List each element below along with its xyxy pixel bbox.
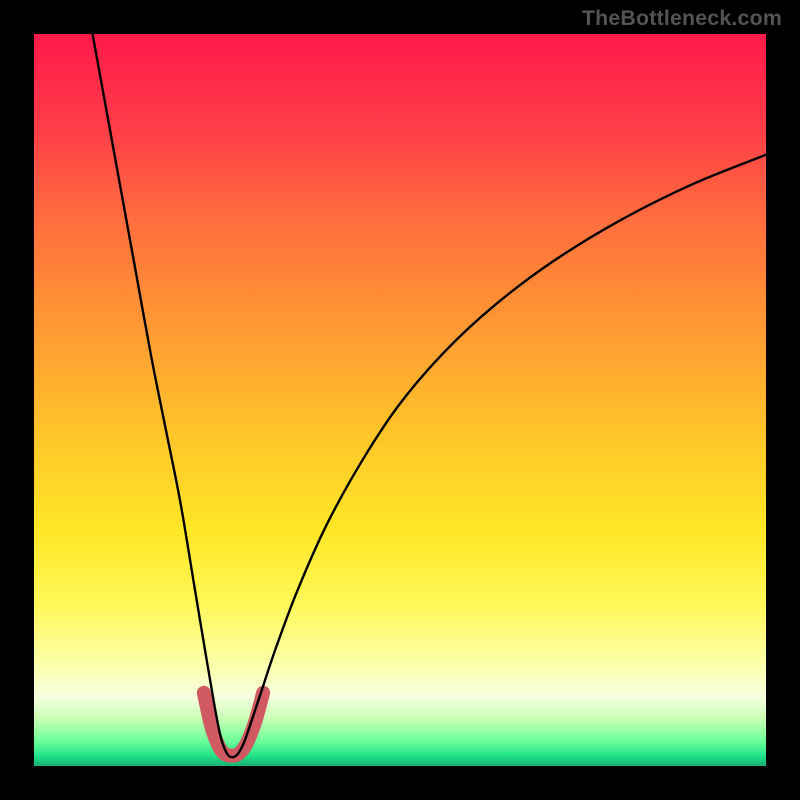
curves-layer (34, 34, 766, 766)
bottleneck-curve (93, 34, 766, 757)
chart-frame: TheBottleneck.com (0, 0, 800, 800)
plot-area (34, 34, 766, 766)
watermark-text: TheBottleneck.com (582, 6, 782, 31)
